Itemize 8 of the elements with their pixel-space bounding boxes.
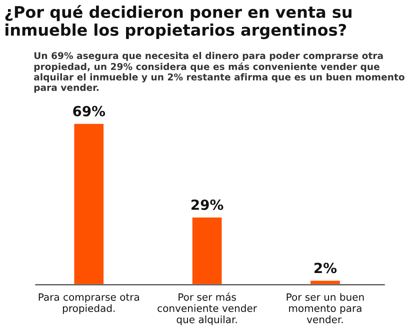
x-tick-label: Por ser un buen momento para vender. (286, 293, 364, 324)
x-tick-label: Para comprarse otra propiedad. (38, 293, 139, 314)
data-label: 69% (73, 106, 106, 116)
data-label: 29% (192, 200, 224, 210)
data-label: 2% (314, 262, 337, 274)
chart-subtitle: Un 69% asegura que necesita el dinero para poder comprarse otra propiedad, un 29% considera que es más conveniente vender que alquilar el inmueble y un 2% restante afirma que es un buen momento para vender. (34, 52, 404, 93)
chart-title: ¿Por qué decidieron poner en venta su inmueble los propietarios argentinos? (5, 5, 352, 40)
x-tick-label: Por ser más conveniente vender que alquilar. (158, 292, 257, 326)
